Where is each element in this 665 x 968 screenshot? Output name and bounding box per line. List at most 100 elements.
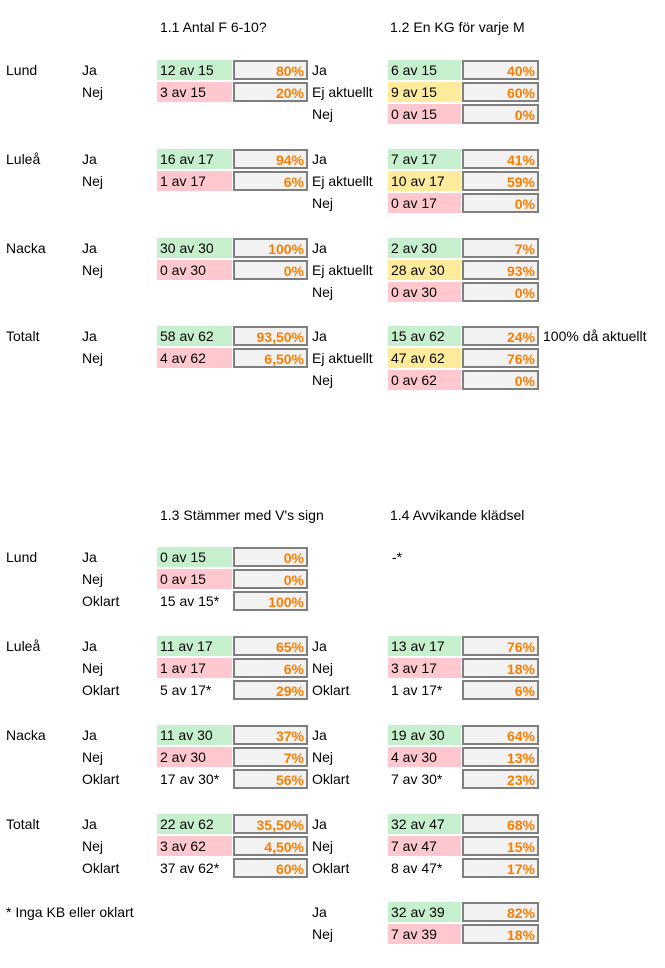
percent-cell[interactable]: 76%	[462, 348, 539, 368]
count-cell[interactable]: 47 av 62	[388, 348, 461, 368]
count-cell[interactable]: 12 av 15	[157, 60, 232, 80]
count-cell[interactable]: 0 av 17	[388, 193, 461, 213]
percent-cell[interactable]: 4,50%	[233, 836, 308, 856]
count-cell[interactable]: 3 av 15	[157, 82, 232, 102]
count-cell[interactable]: 30 av 30	[157, 238, 232, 258]
count-cell[interactable]: 3 av 17	[388, 658, 461, 678]
percent-cell[interactable]: 6,50%	[233, 348, 308, 368]
percent-cell[interactable]: 0%	[462, 282, 539, 302]
count-cell[interactable]: 8 av 47*	[391, 860, 443, 876]
percent-cell[interactable]: 6%	[462, 680, 539, 700]
percent-cell[interactable]: 7%	[233, 747, 308, 767]
percent-cell[interactable]: 0%	[233, 569, 308, 589]
percent-cell[interactable]: 100%	[233, 238, 308, 258]
percent-cell[interactable]: 68%	[462, 814, 539, 834]
percent-cell[interactable]: 29%	[233, 680, 308, 700]
percent-cell[interactable]: 82%	[462, 902, 539, 922]
count-cell[interactable]: 0 av 15	[388, 104, 461, 124]
count-cell[interactable]: 0 av 15	[157, 569, 232, 589]
count-cell[interactable]: 4 av 30	[388, 747, 461, 767]
percent-cell[interactable]: 23%	[462, 769, 539, 789]
percent-cell[interactable]: 6%	[233, 171, 308, 191]
percent-cell[interactable]: 17%	[462, 858, 539, 878]
count-cell[interactable]: 7 av 47	[388, 836, 461, 856]
count-cell[interactable]: 11 av 17	[157, 636, 232, 656]
count-cell[interactable]: 2 av 30	[388, 238, 461, 258]
count-cell[interactable]: 7 av 17	[388, 149, 461, 169]
percent-cell[interactable]: 60%	[233, 858, 308, 878]
row-label: Ja	[312, 727, 327, 743]
percent-cell[interactable]: 24%	[462, 326, 539, 346]
count-cell[interactable]: 22 av 62	[157, 814, 232, 834]
percent-cell[interactable]: 20%	[233, 82, 308, 102]
percent-cell[interactable]: 13%	[462, 747, 539, 767]
count-cell[interactable]: 15 av 15*	[160, 593, 220, 609]
count-cell[interactable]: 3 av 62	[157, 836, 232, 856]
percent-cell[interactable]: 56%	[233, 769, 308, 789]
row-label: Ja	[82, 816, 97, 832]
count-cell[interactable]: 16 av 17	[157, 149, 232, 169]
count-cell[interactable]: 11 av 30	[157, 725, 232, 745]
percent-cell[interactable]: 40%	[462, 60, 539, 80]
percent-cell[interactable]: 37%	[233, 725, 308, 745]
percent-cell[interactable]: 41%	[462, 149, 539, 169]
count-cell[interactable]: 1 av 17*	[391, 682, 443, 698]
percent-cell[interactable]: 59%	[462, 171, 539, 191]
count-cell[interactable]: 5 av 17*	[160, 682, 212, 698]
row-label: Ej aktuellt	[312, 173, 373, 189]
percent-cell[interactable]: 18%	[462, 924, 539, 944]
percent-cell[interactable]: 0%	[462, 193, 539, 213]
percent-cell[interactable]: 94%	[233, 149, 308, 169]
count-cell[interactable]: 32 av 39	[388, 902, 461, 922]
percent-cell[interactable]: 80%	[233, 60, 308, 80]
percent-cell[interactable]: 65%	[233, 636, 308, 656]
count-cell[interactable]: 15 av 62	[388, 326, 461, 346]
percent-cell[interactable]: 0%	[462, 104, 539, 124]
percent-cell[interactable]: 64%	[462, 725, 539, 745]
percent-cell[interactable]: 60%	[462, 82, 539, 102]
percent-cell[interactable]: 0%	[233, 547, 308, 567]
count-cell[interactable]: 32 av 47	[388, 814, 461, 834]
percent-cell[interactable]: 76%	[462, 636, 539, 656]
city-label: Totalt	[6, 328, 40, 344]
row-label: Ja	[82, 62, 97, 78]
row-label: Nej	[312, 372, 334, 388]
count-cell[interactable]: 7 av 39	[388, 924, 461, 944]
percent-cell[interactable]: 0%	[233, 260, 308, 280]
count-cell[interactable]: 0 av 30	[388, 282, 461, 302]
row-label: Oklart	[82, 682, 120, 698]
count-cell[interactable]: 10 av 17	[388, 171, 461, 191]
row-label: Oklart	[82, 771, 120, 787]
count-cell[interactable]: 58 av 62	[157, 326, 232, 346]
percent-cell[interactable]: 6%	[233, 658, 308, 678]
percent-cell[interactable]: 93,50%	[233, 326, 308, 346]
count-cell[interactable]: 4 av 62	[157, 348, 232, 368]
percent-cell[interactable]: 0%	[462, 370, 539, 390]
count-cell[interactable]: 19 av 30	[388, 725, 461, 745]
percent-cell[interactable]: 35,50%	[233, 814, 308, 834]
percent-cell[interactable]: 7%	[462, 238, 539, 258]
percent-cell[interactable]: 100%	[233, 591, 308, 611]
count-cell[interactable]: 13 av 17	[388, 636, 461, 656]
note-text: 100% då aktuellt	[543, 328, 647, 344]
count-cell[interactable]: 2 av 30	[157, 747, 232, 767]
count-cell[interactable]: 0 av 15	[157, 547, 232, 567]
count-cell[interactable]: 9 av 15	[388, 82, 461, 102]
count-cell[interactable]: 6 av 15	[388, 60, 461, 80]
count-cell[interactable]: 28 av 30	[388, 260, 461, 280]
count-cell[interactable]: 0 av 30	[157, 260, 232, 280]
count-cell[interactable]: 17 av 30*	[160, 771, 220, 787]
row-label: Ja	[312, 904, 327, 920]
row-label: Nej	[312, 284, 334, 300]
percent-cell[interactable]: 93%	[462, 260, 539, 280]
count-cell[interactable]: 1 av 17	[157, 658, 232, 678]
not-applicable-text: -*	[392, 549, 403, 565]
count-cell[interactable]: 0 av 62	[388, 370, 461, 390]
city-label: Lund	[6, 549, 38, 565]
count-cell[interactable]: 37 av 62*	[160, 860, 220, 876]
row-label: Nej	[312, 838, 334, 854]
count-cell[interactable]: 1 av 17	[157, 171, 232, 191]
percent-cell[interactable]: 18%	[462, 658, 539, 678]
count-cell[interactable]: 7 av 30*	[391, 771, 443, 787]
percent-cell[interactable]: 15%	[462, 836, 539, 856]
